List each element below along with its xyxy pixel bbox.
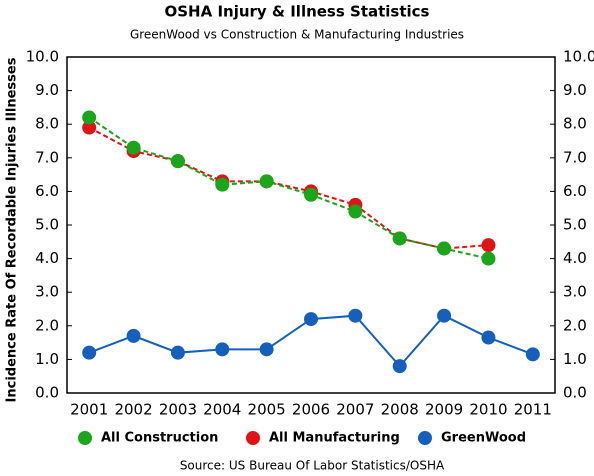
y-tick-label: 2.0 <box>35 316 59 334</box>
y2-tick-label: 10.0 <box>563 48 594 66</box>
x-tick-label: 2009 <box>425 401 463 419</box>
legend-marker <box>418 431 432 445</box>
data-point <box>215 177 230 192</box>
x-tick-label: 2010 <box>469 401 507 419</box>
data-point <box>82 120 97 135</box>
plot-frame <box>66 56 556 394</box>
y-tick-label: 1.0 <box>35 350 59 368</box>
x-tick-label: 2002 <box>114 401 152 419</box>
y-tick-label: 8.0 <box>35 115 59 133</box>
data-point <box>437 241 452 256</box>
x-tick-label: 2006 <box>292 401 330 419</box>
data-point <box>82 345 97 360</box>
data-point <box>348 308 363 323</box>
data-point <box>392 359 407 374</box>
y-tick-label: 0.0 <box>35 384 59 402</box>
data-point <box>215 342 230 357</box>
legend-label: GreenWood <box>441 431 526 446</box>
y-tick-label: 10.0 <box>26 48 59 66</box>
data-point <box>259 342 274 357</box>
y2-tick-label: 7.0 <box>563 148 587 166</box>
y-tick-label: 7.0 <box>35 148 59 166</box>
y2-tick-label: 1.0 <box>563 350 587 368</box>
data-point <box>481 238 496 253</box>
y2-tick-label: 3.0 <box>563 283 587 301</box>
source-note: Source: US Bureau Of Labor Statistics/OS… <box>180 459 445 473</box>
chart-title: OSHA Injury & Illness Statistics <box>165 3 430 21</box>
y2-tick-label: 8.0 <box>563 115 587 133</box>
y-tick-label: 3.0 <box>35 283 59 301</box>
y2-tick-label: 4.0 <box>563 249 587 267</box>
legend-marker <box>78 431 92 445</box>
data-point <box>481 251 496 266</box>
data-point <box>170 345 185 360</box>
y2-tick-label: 6.0 <box>563 182 587 200</box>
data-point <box>392 231 407 246</box>
data-point <box>481 330 496 345</box>
x-tick-label: 2001 <box>70 401 108 419</box>
data-point <box>437 308 452 323</box>
data-point <box>525 347 540 362</box>
y-tick-label: 6.0 <box>35 182 59 200</box>
y2-tick-label: 0.0 <box>563 384 587 402</box>
data-point <box>126 140 141 155</box>
x-tick-label: 2004 <box>203 401 241 419</box>
data-point <box>82 110 97 125</box>
x-tick-label: 2008 <box>381 401 419 419</box>
data-point <box>126 328 141 343</box>
y-axis-label: Incidence Rate Of Recordable Injuries Il… <box>5 57 20 402</box>
series-line <box>88 126 489 250</box>
y2-tick-label: 9.0 <box>563 81 587 99</box>
y-tick-label: 9.0 <box>35 81 59 99</box>
data-point <box>348 204 363 219</box>
x-tick-label: 2007 <box>336 401 374 419</box>
legend-label: All Manufacturing <box>269 431 400 446</box>
y-tick-label: 4.0 <box>35 249 59 267</box>
data-point <box>304 312 318 327</box>
chart-subtitle: GreenWood vs Construction & Manufacturin… <box>130 28 464 42</box>
series-line <box>88 116 489 260</box>
data-point <box>304 187 318 202</box>
x-tick-label: 2011 <box>514 401 552 419</box>
y-tick-label: 5.0 <box>35 216 59 234</box>
data-point <box>170 154 185 169</box>
x-tick-label: 2003 <box>159 401 197 419</box>
legend-marker <box>246 431 260 445</box>
y2-tick-label: 5.0 <box>563 216 587 234</box>
x-tick-label: 2005 <box>248 401 286 419</box>
y2-tick-label: 2.0 <box>563 316 587 334</box>
data-point <box>259 174 274 189</box>
legend-label: All Construction <box>101 431 218 446</box>
